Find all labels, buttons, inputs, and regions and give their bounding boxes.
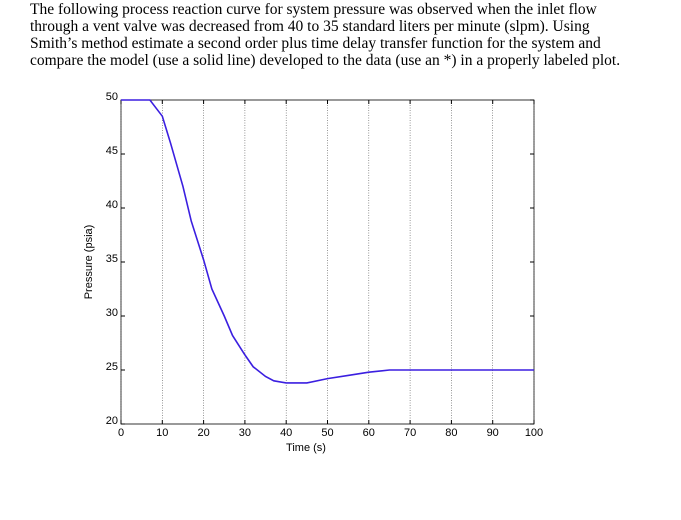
x-tick-label: 0 xyxy=(118,427,124,439)
text-line: The following process reaction curve for… xyxy=(30,1,597,18)
text-line: through a vent valve was decreased from … xyxy=(30,18,590,35)
text-line: Smith’s method estimate a second order p… xyxy=(30,35,601,52)
y-tick-label: 35 xyxy=(106,253,118,265)
text-line: compare the model (use a solid line) dev… xyxy=(30,52,621,69)
data-line xyxy=(121,99,534,384)
x-tick-label: 80 xyxy=(445,427,457,439)
y-tick-label: 50 xyxy=(106,91,118,103)
y-axis-label: Pressure (psia) xyxy=(83,225,95,300)
x-tick-label: 90 xyxy=(487,427,499,439)
x-tick-label: 100 xyxy=(525,427,543,439)
x-tick-label: 70 xyxy=(404,427,416,439)
y-tick-label: 30 xyxy=(106,307,118,319)
y-tick-label: 20 xyxy=(106,415,118,427)
x-axis-label: Time (s) xyxy=(286,442,326,454)
problem-text: The following process reaction curve for… xyxy=(30,1,620,69)
x-tick-label: 10 xyxy=(156,427,168,439)
y-tick-label: 25 xyxy=(106,361,118,373)
x-tick-label: 20 xyxy=(197,427,209,439)
x-tick-label: 60 xyxy=(363,427,375,439)
x-tick-label: 50 xyxy=(321,427,333,439)
y-tick-label: 45 xyxy=(106,145,118,157)
y-tick-label: 40 xyxy=(106,199,118,211)
x-tick-label: 30 xyxy=(239,427,251,439)
x-tick-label: 40 xyxy=(280,427,292,439)
